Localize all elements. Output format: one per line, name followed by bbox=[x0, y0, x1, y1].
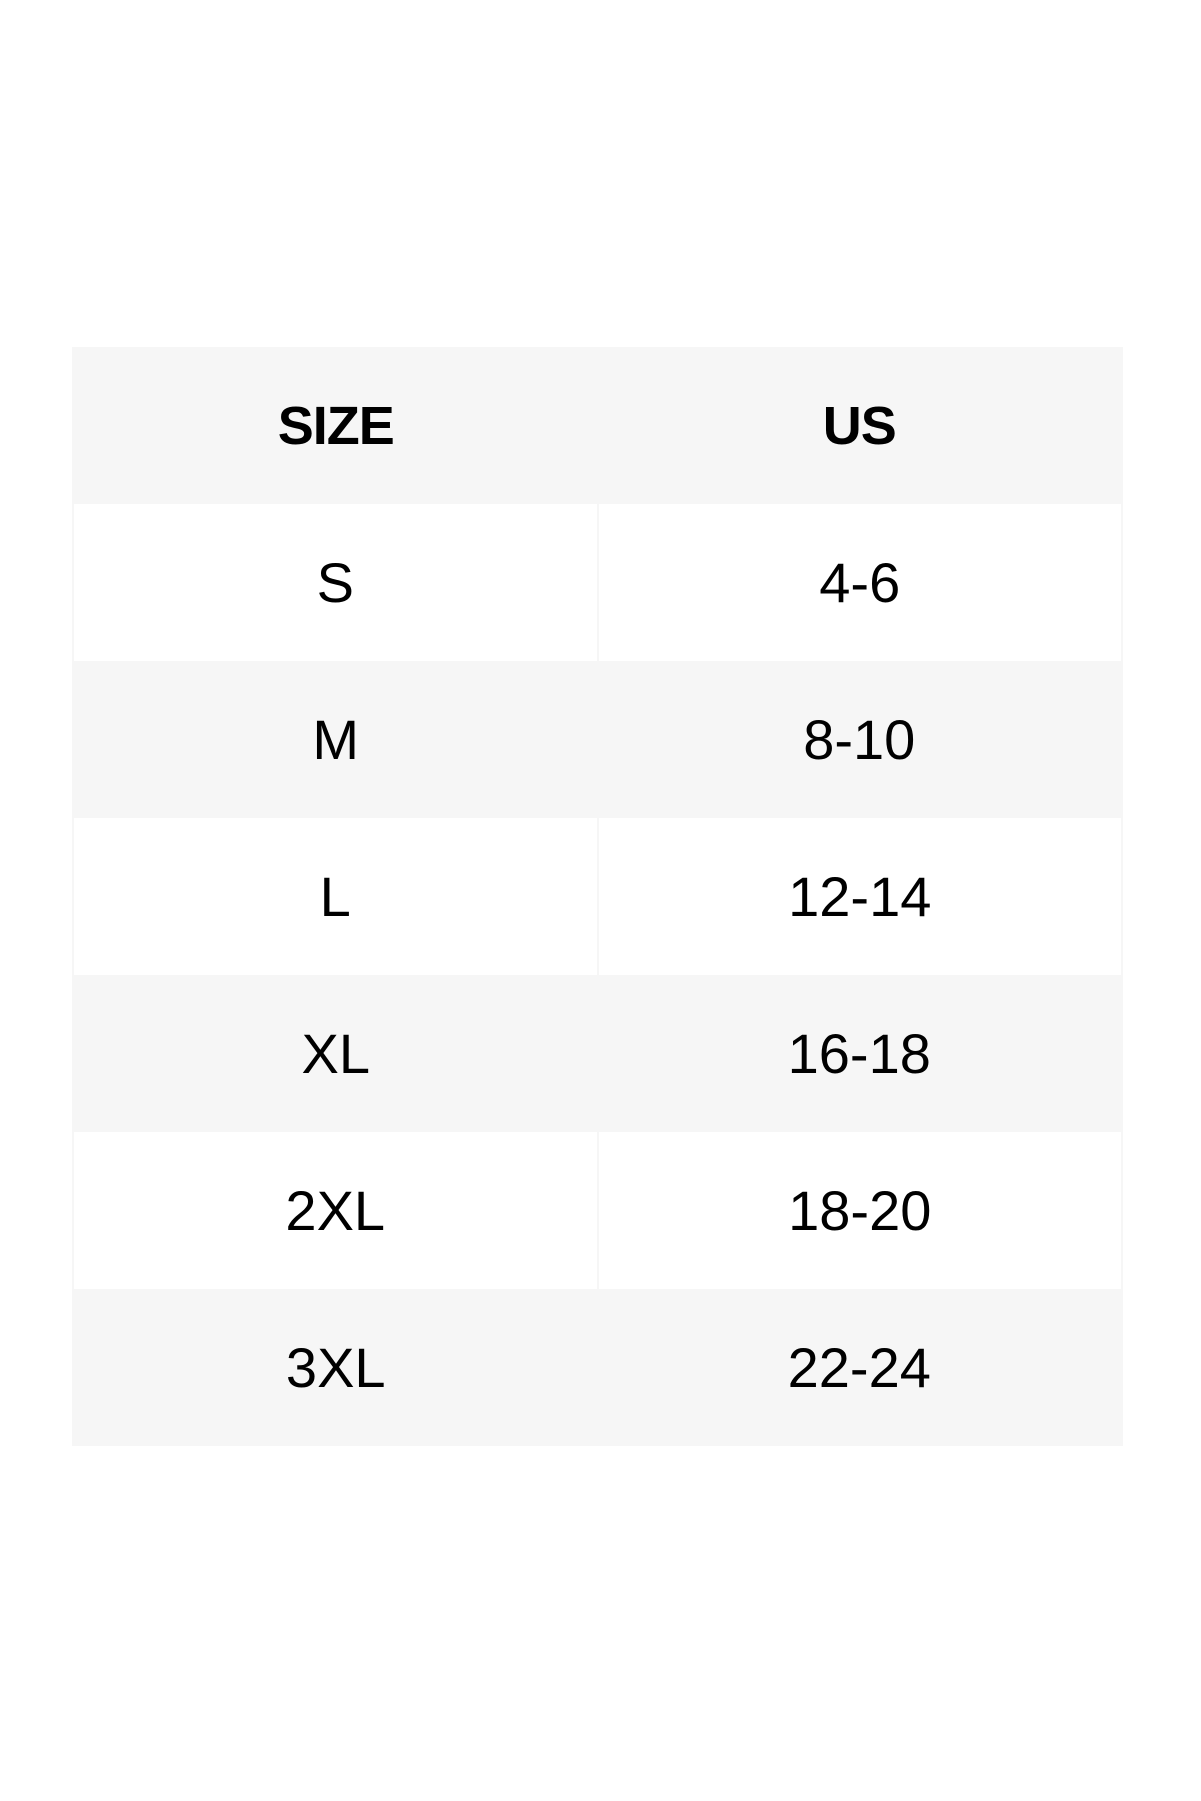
table-row: 3XL 22-24 bbox=[74, 1289, 1121, 1446]
header-cell: US bbox=[822, 395, 897, 456]
table-row: S 4-6 bbox=[74, 504, 1121, 661]
table-cell: 4-6 bbox=[598, 504, 1121, 661]
table-cell: 3XL bbox=[74, 1289, 598, 1446]
table-row: 2XL 18-20 bbox=[74, 1132, 1121, 1289]
table-row: L 12-14 bbox=[74, 818, 1121, 975]
table-cell: 18-20 bbox=[598, 1132, 1121, 1289]
table-row: M 8-10 bbox=[74, 661, 1121, 818]
header-row: SIZE US bbox=[74, 347, 1121, 504]
table-cell: S bbox=[74, 504, 597, 661]
table-cell: 12-14 bbox=[598, 818, 1121, 975]
table-cell: 2XL bbox=[74, 1132, 597, 1289]
table-cell: 16-18 bbox=[597, 975, 1121, 1132]
header-cell: SIZE bbox=[277, 395, 395, 456]
table-cell: 22-24 bbox=[597, 1289, 1121, 1446]
table-cell: M bbox=[74, 661, 598, 818]
table-cell: XL bbox=[74, 975, 598, 1132]
size-table: SIZE US S 4-6 M 8-10 L 12-14 XL 16-18 2XL 18-20 3X… bbox=[72, 347, 1123, 1446]
table-row: XL 16-18 bbox=[74, 975, 1121, 1132]
table-cell: L bbox=[74, 818, 597, 975]
table-cell: 8-10 bbox=[597, 661, 1121, 818]
